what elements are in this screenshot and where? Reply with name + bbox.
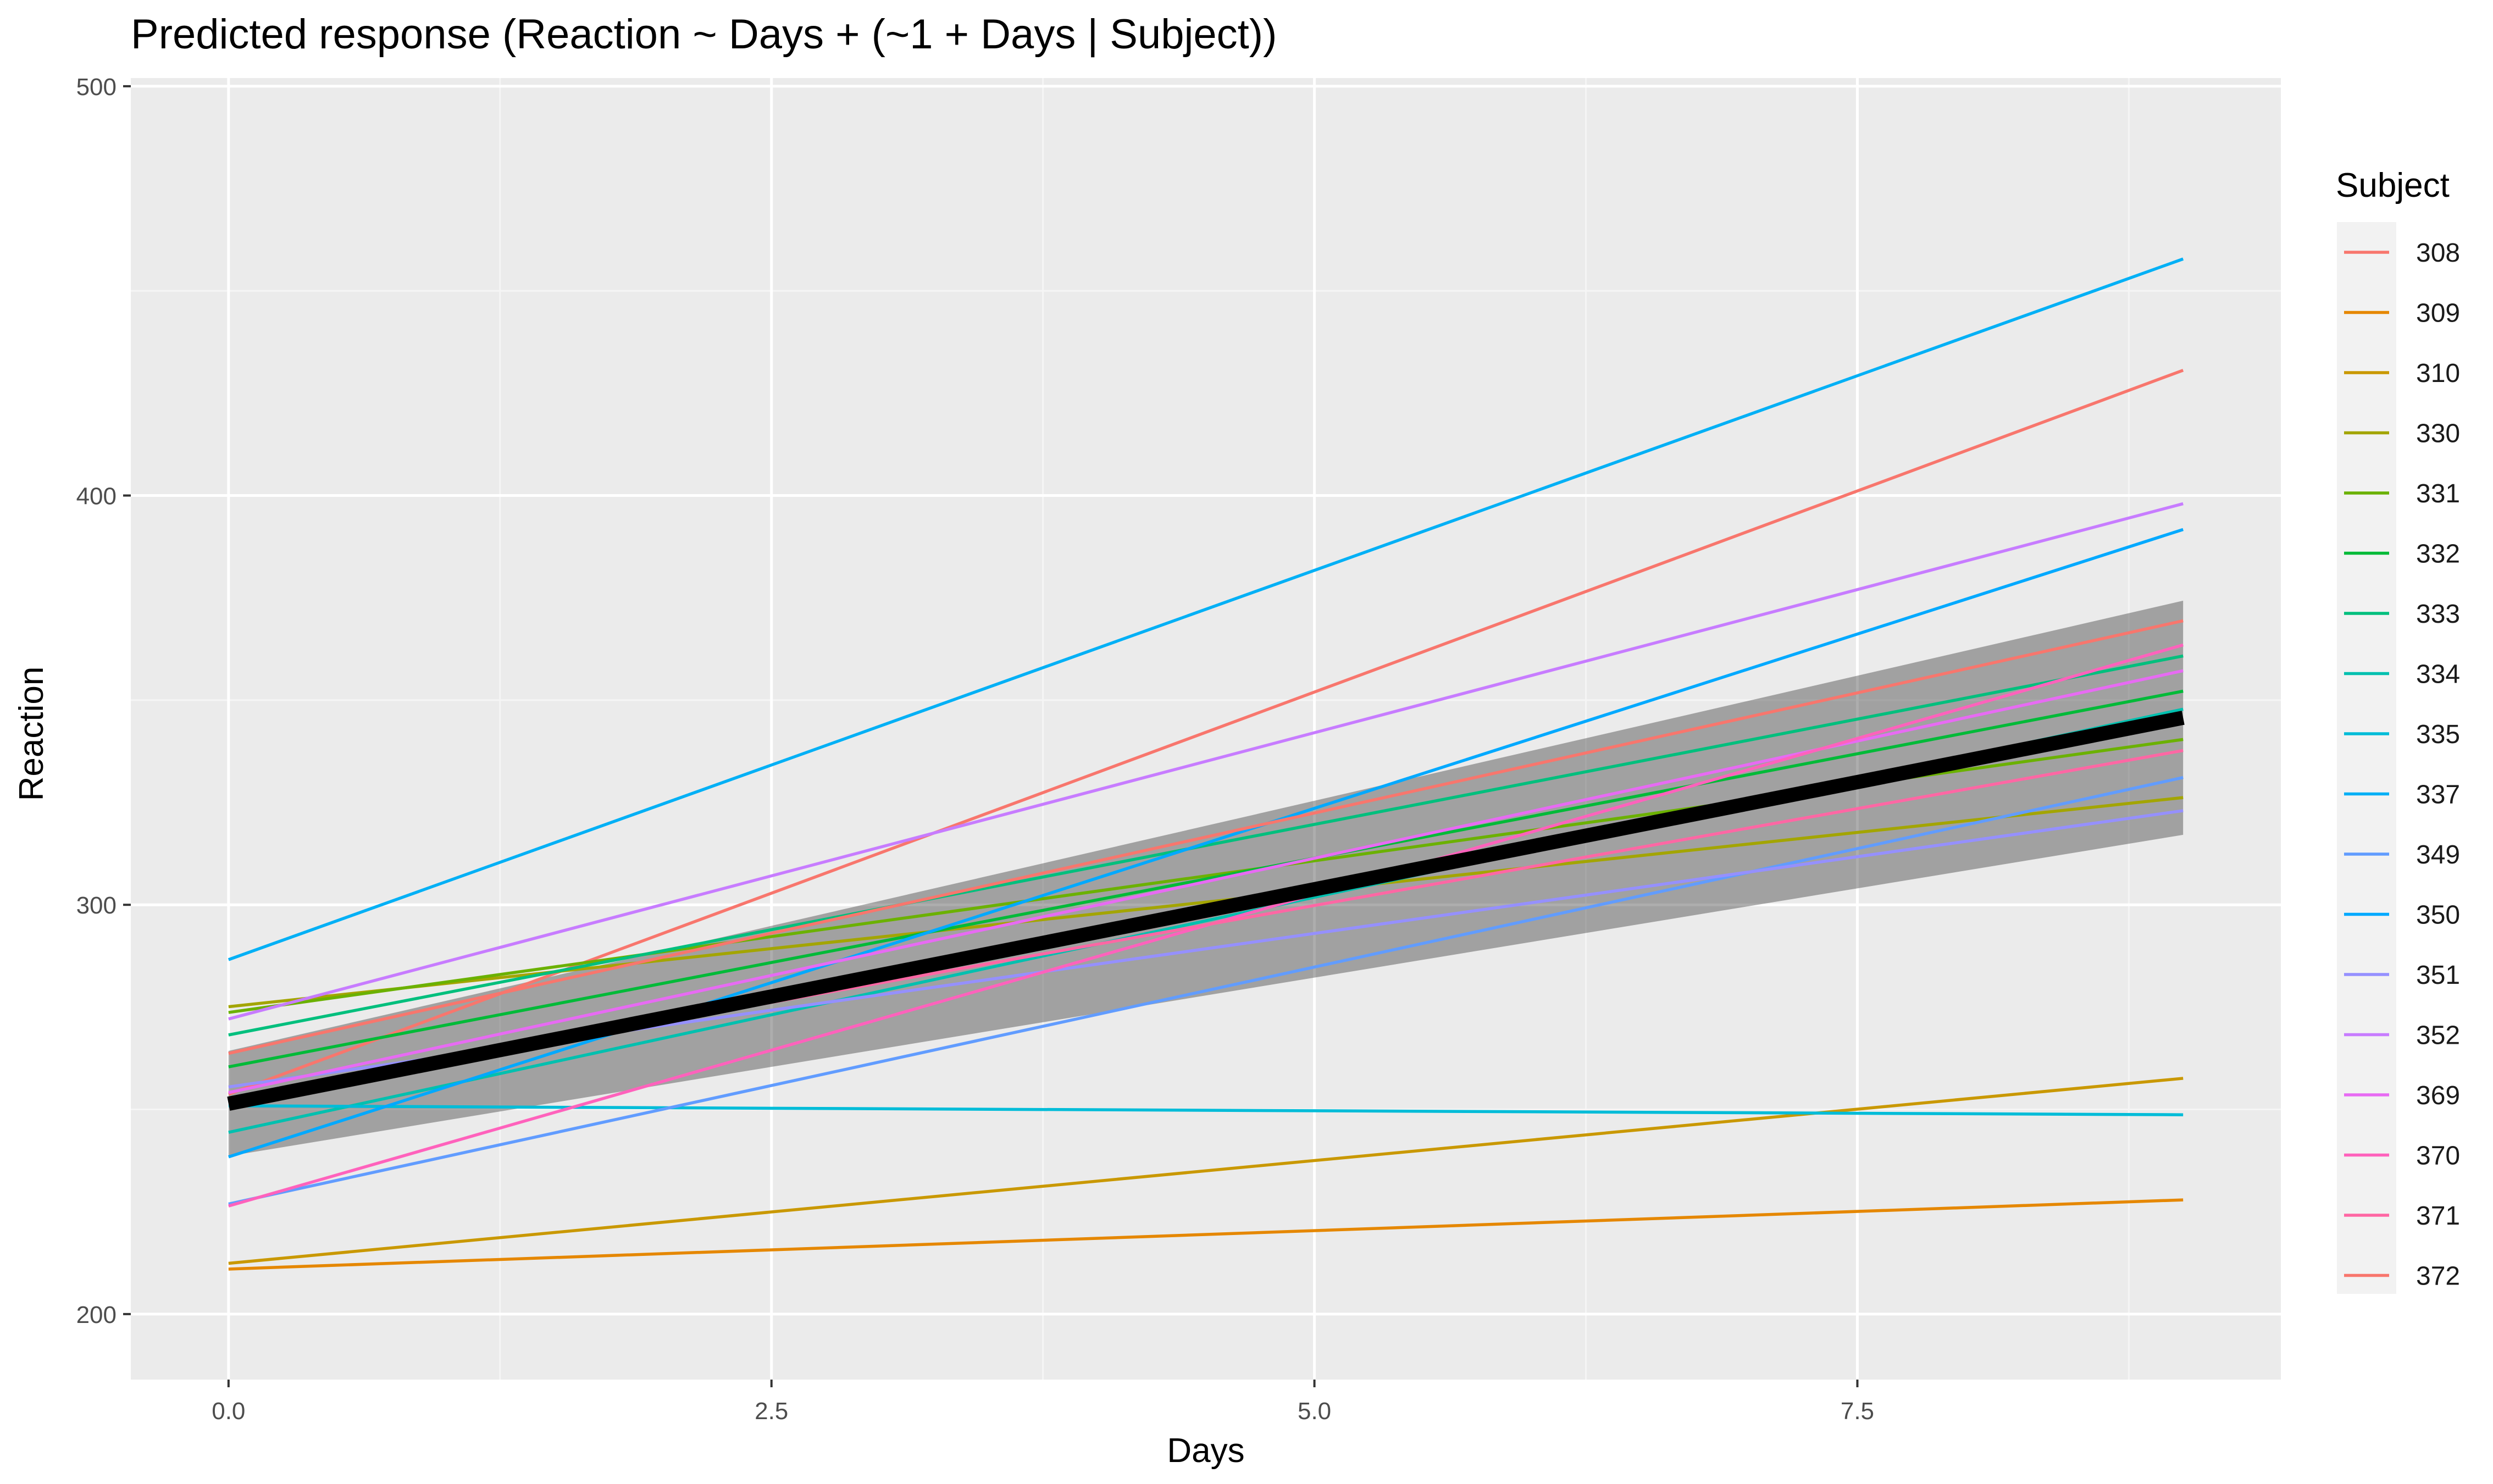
legend-label: 351 (2416, 961, 2460, 990)
legend-label: 337 (2416, 780, 2460, 810)
legend-label: 335 (2416, 720, 2460, 749)
x-tick-labels: 0.0 2.5 5.0 7.5 (212, 1398, 1874, 1425)
x-axis-title: Days (1167, 1432, 1244, 1470)
series-line-308 (228, 369, 2184, 1096)
legend-label: 372 (2416, 1262, 2460, 1291)
major-gridlines (131, 78, 2281, 1380)
series-line-372 (228, 619, 2184, 1055)
legend-label: 310 (2416, 359, 2460, 388)
population-line (227, 711, 2185, 1111)
legend-items: 308 309 310 330 331 332 333 334 335 337 349 350 351 3… (2344, 239, 2460, 1291)
series-line-332 (228, 689, 2184, 1068)
series-line-335 (228, 1104, 2184, 1116)
legend-label: 309 (2416, 299, 2460, 328)
y-tick-label: 400 (76, 483, 117, 510)
series-line-352 (228, 502, 2184, 1021)
y-tick-labels: 200 300 400 500 (76, 74, 117, 1328)
series-line-337 (228, 257, 2184, 961)
x-tick-label: 7.5 (1841, 1398, 1874, 1425)
legend-label: 333 (2416, 600, 2460, 629)
axis-ticks (123, 85, 1859, 1387)
legend-key-background (2337, 222, 2396, 1294)
legend-label: 371 (2416, 1201, 2460, 1231)
series-line-349 (228, 776, 2184, 1206)
y-tick-label: 300 (76, 892, 117, 919)
legend-label: 308 (2416, 239, 2460, 268)
chart-title: Predicted response (Reaction ~ Days + (~… (131, 11, 1277, 58)
minor-gridlines (131, 78, 2281, 1380)
y-tick-label: 200 (76, 1302, 117, 1328)
series-line-309 (228, 1198, 2184, 1271)
x-tick-label: 0.0 (212, 1398, 245, 1425)
legend-label: 331 (2416, 479, 2460, 508)
legend-label: 369 (2416, 1081, 2460, 1110)
y-axis-title: Reaction (13, 667, 51, 801)
legend: Subject 308 309 310 330 331 332 333 334 335 337 34… (2336, 167, 2460, 1294)
legend-label: 370 (2416, 1142, 2460, 1171)
series-line-310 (228, 1077, 2184, 1265)
legend-label: 330 (2416, 419, 2460, 448)
legend-label: 352 (2416, 1021, 2460, 1050)
series-layer (228, 257, 2184, 1271)
legend-label: 334 (2416, 660, 2460, 689)
y-tick-label: 500 (76, 74, 117, 101)
legend-label: 350 (2416, 901, 2460, 930)
plot-panel (131, 78, 2281, 1380)
legend-title: Subject (2336, 167, 2450, 204)
series-line-333 (228, 654, 2184, 1037)
x-tick-label: 5.0 (1298, 1398, 1331, 1425)
legend-label: 332 (2416, 540, 2460, 569)
population-layer (227, 711, 2185, 1111)
legend-label: 349 (2416, 840, 2460, 870)
series-line-350 (228, 528, 2184, 1159)
series-line-369 (228, 669, 2184, 1094)
x-tick-label: 2.5 (755, 1398, 788, 1425)
